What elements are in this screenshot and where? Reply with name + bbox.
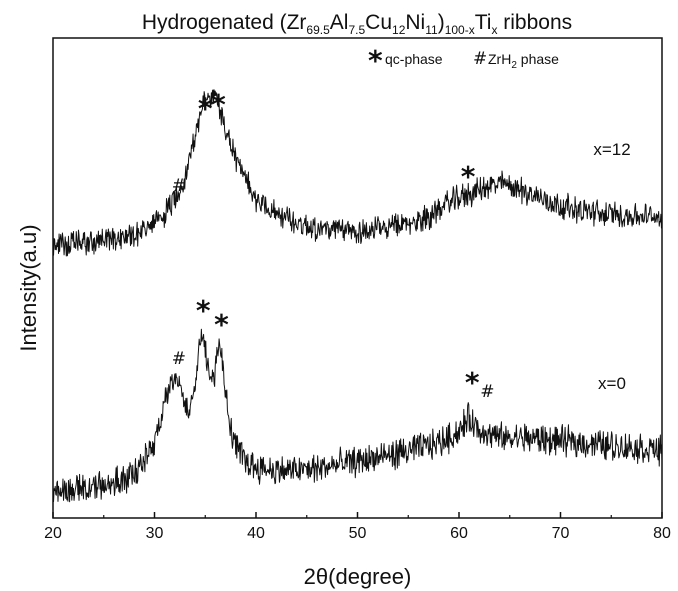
series-line-x0 (52, 328, 663, 503)
zrh2-phase-marker: # (172, 349, 186, 369)
title-subscript: 69.5 (306, 23, 330, 37)
title-segment: Ti (475, 11, 492, 34)
series-line-x12 (52, 89, 663, 257)
title-subscript: 12 (392, 23, 406, 37)
legend-segment: phase (517, 51, 559, 67)
x-tick-label: 60 (450, 525, 468, 542)
series-layer (52, 89, 663, 503)
title-segment: Cu (365, 11, 392, 34)
title-segment: ribbons (497, 11, 572, 34)
title-text: Hydrogenated (Zr69.5Al7.5Cu12Ni11)100-xT… (142, 11, 572, 37)
legend-label-qc-phase: qc-phase (385, 51, 443, 67)
legend: * qc-phase # ZrH2 phase (368, 44, 559, 77)
legend-subscript: 2 (511, 60, 517, 71)
qc-phase-marker: * (198, 92, 213, 125)
title-segment: Hydrogenated (Zr (142, 11, 307, 34)
title-segment: ) (438, 11, 445, 34)
title-subscript: x (491, 23, 497, 37)
x-tick-label: 70 (552, 525, 570, 542)
qc-phase-marker: * (214, 308, 229, 341)
qc-phase-marker: * (465, 366, 480, 399)
legend-label-zrh2-phase: ZrH2 phase (488, 51, 559, 71)
x-tick-label: 80 (653, 525, 671, 542)
series-label-x0: x=0 (598, 374, 626, 393)
title-subscript: 11 (425, 23, 438, 37)
qc-phase-marker: * (211, 88, 226, 121)
x-tick-label: 50 (349, 525, 367, 542)
legend-marker-hash: # (473, 49, 487, 69)
qc-phase-marker: * (196, 294, 211, 327)
title-subscript: 7.5 (348, 23, 365, 37)
peak-annotations: **# ** *#* # (172, 88, 495, 402)
legend-marker-star: * (368, 44, 383, 77)
title-subscript: 100-x (445, 23, 475, 37)
x-tick-label: 20 (44, 525, 62, 542)
x-tick-label: 40 (247, 525, 265, 542)
qc-phase-marker: * (461, 160, 476, 193)
x-tick-label: 30 (146, 525, 164, 542)
y-axis-label: Intensity(a.u) (16, 224, 41, 351)
series-labels: x=12 x=0 (593, 140, 630, 393)
series-label-x12: x=12 (593, 140, 630, 159)
zrh2-phase-marker: # (172, 176, 186, 196)
legend-segment: ZrH (488, 51, 511, 67)
zrh2-phase-marker: # (480, 382, 494, 402)
chart-title: Hydrogenated (Zr69.5Al7.5Cu12Ni11)100-xT… (142, 11, 572, 37)
x-axis-label: 2θ(degree) (304, 564, 412, 589)
title-segment: Ni (405, 11, 425, 34)
title-segment: Al (330, 11, 349, 34)
x-axis-ticks: 20 30 40 50 60 70 80 (44, 512, 671, 542)
